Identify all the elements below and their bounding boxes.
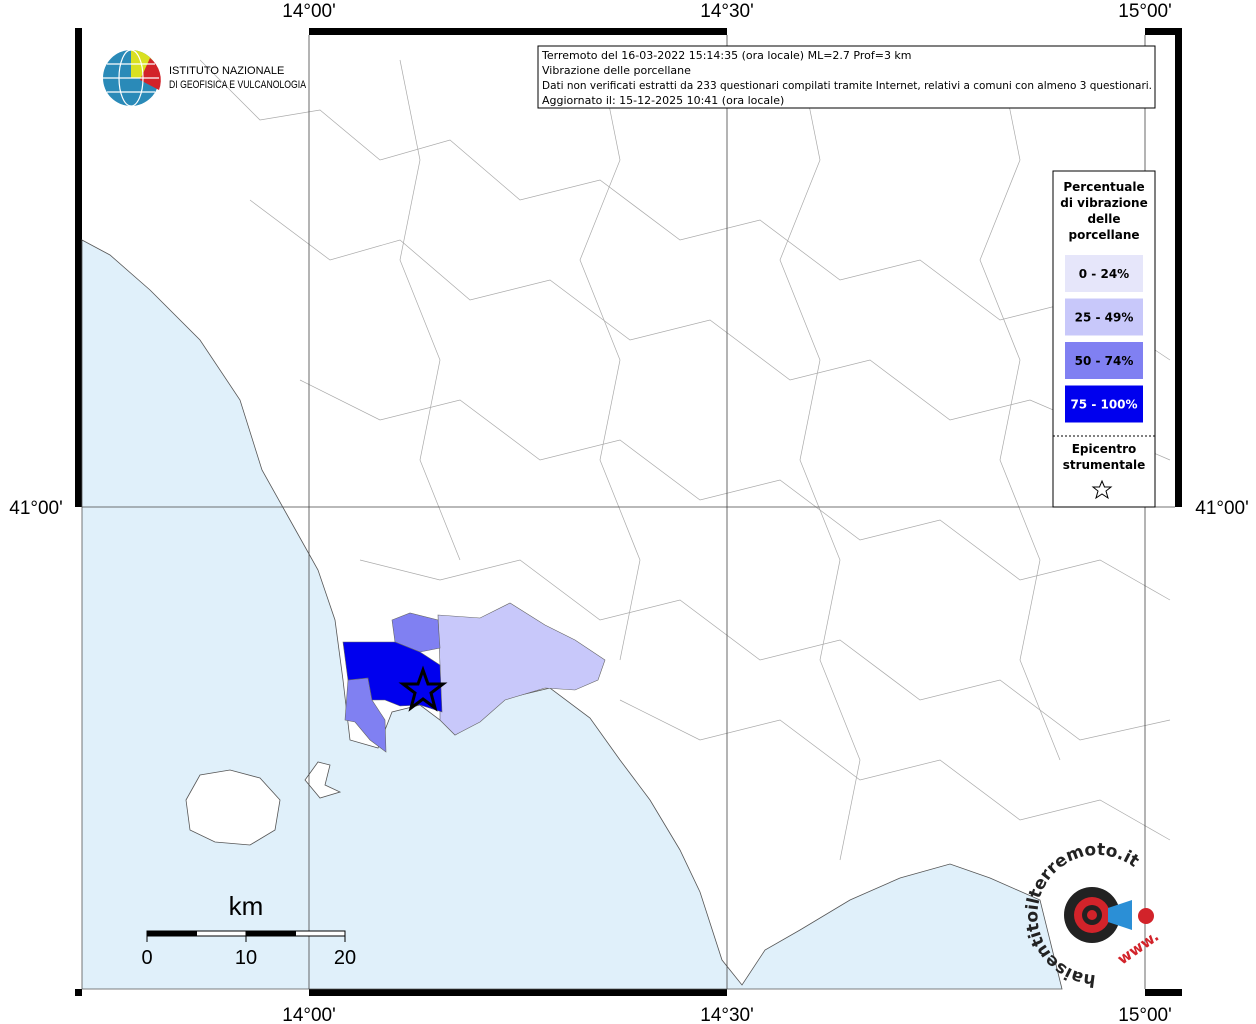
island	[304, 761, 342, 799]
legend-label: 50 - 74%	[1075, 354, 1134, 368]
info-line: Dati non verificati estratti da 233 ques…	[542, 79, 1152, 92]
scale-label: 10	[235, 947, 257, 969]
region	[437, 602, 606, 736]
lon-label: 14°00'	[282, 1, 336, 22]
legend-epicenter: Epicentro	[1072, 442, 1137, 456]
boundaries	[199, 59, 1171, 861]
legend-epicenter: strumentale	[1063, 458, 1146, 472]
lon-label: 14°30'	[700, 1, 754, 22]
graticule-labels: 14°00' 14°30' 15°00' 14°00' 14°30' 15°00…	[9, 1, 1249, 1024]
island	[185, 769, 281, 846]
lat-label: 41°00'	[9, 498, 63, 519]
legend-swatch	[1065, 255, 1143, 292]
frame-ticks	[75, 28, 1182, 996]
legend: Percentuale di vibrazione delle porcella…	[1052, 170, 1156, 508]
info-line: Terremoto del 16-03-2022 15:14:35 (ora l…	[541, 49, 912, 62]
legend-box	[1052, 170, 1156, 508]
legend-star	[1091, 479, 1113, 500]
lat-label: 41°00'	[1195, 498, 1249, 519]
ingv-logo: ISTITUTO NAZIONALE DI GEOFISICA E VULCAN…	[103, 49, 307, 107]
lon-label: 14°30'	[700, 1005, 754, 1024]
info-line: Vibrazione delle porcellane	[542, 64, 691, 77]
scale-bar: km 0 10 20	[141, 891, 356, 969]
legend-title: Percentuale	[1063, 180, 1144, 194]
legend-title: di vibrazione	[1060, 196, 1147, 210]
lon-label: 15°00'	[1118, 1005, 1172, 1024]
legend-label: 0 - 24%	[1079, 267, 1129, 281]
legend-swatch	[1065, 385, 1143, 423]
lon-label: 15°00'	[1118, 1, 1172, 22]
epicenter	[398, 665, 448, 712]
logo-text: DI GEOFISICA E VULCANOLOGIA	[169, 79, 307, 91]
scale-unit: km	[229, 891, 264, 921]
logo-text: ISTITUTO NAZIONALE	[169, 65, 284, 77]
legend-label: 25 - 49%	[1075, 311, 1134, 325]
legend-title: delle	[1087, 212, 1120, 226]
info-box	[537, 45, 1156, 109]
region	[342, 641, 443, 713]
info-text: Terremoto del 16-03-2022 15:14:35 (ora l…	[541, 49, 1152, 107]
lon-label: 14°00'	[282, 1005, 336, 1024]
legend-swatch	[1065, 342, 1143, 379]
legend-swatch	[1065, 298, 1143, 336]
scale-label: 0	[141, 947, 152, 969]
legend-label: 75 - 100%	[1070, 398, 1137, 412]
legend-title: porcellane	[1068, 228, 1139, 242]
info-line: Aggiornato il: 15-12-2025 10:41 (ora loc…	[542, 94, 784, 107]
scale-label: 20	[334, 947, 356, 969]
